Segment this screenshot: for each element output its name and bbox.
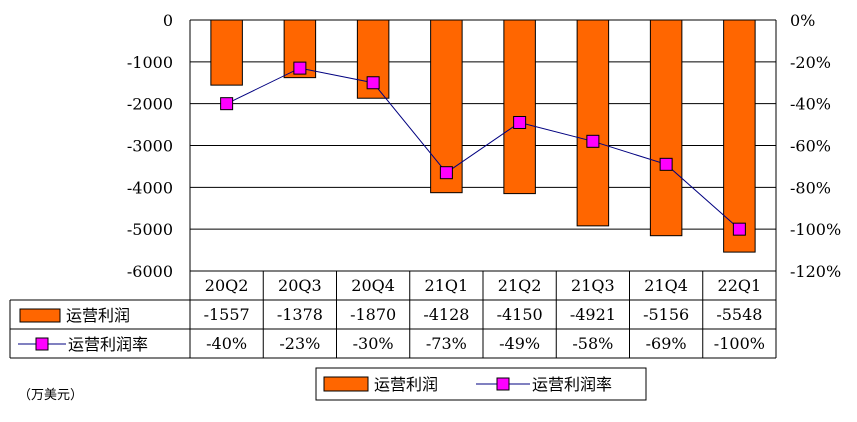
unit-note: （万美元） [18, 388, 83, 403]
left-tick-label: -3000 [127, 137, 173, 156]
right-tick-label: -20% [790, 53, 831, 72]
margin-cell: -58% [572, 334, 613, 353]
profit-cell: -1378 [277, 305, 323, 324]
profit-cell: -5548 [716, 305, 762, 324]
legend-profit-swatch [323, 376, 369, 392]
marker-20Q3 [293, 61, 307, 75]
category-label: 21Q2 [498, 276, 542, 295]
margin-cell: -100% [714, 334, 765, 353]
legend: 运营利润 运营利润率 [315, 367, 647, 401]
margin-cell: -69% [646, 334, 687, 353]
marker-22Q1 [732, 222, 746, 236]
profit-key-swatch [19, 308, 61, 323]
margin-cell: -73% [426, 334, 467, 353]
bar-20Q2 [210, 19, 243, 86]
margin-row-header: 运营利润率 [68, 335, 148, 354]
margin-cell: -30% [353, 334, 394, 353]
margin-key-marker [35, 337, 49, 351]
right-tick-label: -40% [790, 95, 831, 114]
right-axis-tick-labels: 0% -20% -40% -60% -80% -100% -120% [790, 11, 841, 281]
profit-cell: -1870 [350, 305, 396, 324]
marker-20Q2 [220, 97, 234, 111]
profit-row-header: 运营利润 [66, 306, 130, 325]
left-tick-label: -1000 [127, 53, 173, 72]
marker-21Q2 [513, 115, 527, 129]
profit-cell: -4128 [423, 305, 469, 324]
bar-20Q4 [356, 19, 390, 99]
margin-cell: -49% [499, 334, 540, 353]
margin-line [226, 67, 740, 230]
left-tick-label: -2000 [127, 95, 173, 114]
left-tick-label: -4000 [127, 178, 173, 197]
category-label: 21Q3 [571, 276, 615, 295]
right-tick-label: -100% [790, 220, 841, 239]
left-axis-tick-labels: 0 -1000 -2000 -3000 -4000 -5000 -6000 [127, 11, 173, 281]
bar-21Q1 [430, 19, 463, 194]
right-tick-label: 0% [790, 11, 815, 30]
right-tick-label: -60% [790, 137, 831, 156]
category-label: 22Q1 [718, 276, 762, 295]
bar-21Q3 [576, 19, 610, 227]
legend-profit-label: 运营利润 [374, 375, 438, 394]
left-tick-label: -5000 [127, 220, 173, 239]
bar-21Q4 [649, 19, 683, 237]
category-label: 20Q2 [205, 276, 249, 295]
right-tick-label: -80% [790, 178, 831, 197]
marker-21Q3 [586, 134, 600, 148]
legend-margin-marker [496, 377, 510, 391]
profit-cell: -4921 [570, 305, 616, 324]
marker-21Q1 [439, 166, 453, 180]
category-label: 21Q4 [644, 276, 688, 295]
right-tick-label: -120% [790, 262, 841, 281]
category-label: 20Q3 [278, 276, 322, 295]
marker-20Q4 [366, 76, 380, 90]
profit-cell: -5156 [643, 305, 689, 324]
category-label: 20Q4 [351, 276, 395, 295]
left-tick-label: -6000 [127, 262, 173, 281]
bar-22Q1 [723, 19, 756, 253]
margin-cell: -40% [206, 334, 247, 353]
line-series [220, 61, 746, 236]
left-tick-label: 0 [163, 11, 173, 30]
profit-cell: -4150 [497, 305, 543, 324]
category-label: 21Q1 [425, 276, 469, 295]
marker-21Q4 [659, 157, 673, 171]
data-table: 20Q2 -1557 -40% 20Q3 -1378 -23% 20Q4 -1870 -30% 2… [9, 271, 777, 359]
legend-margin-label: 运营利润率 [532, 375, 612, 394]
margin-cell: -23% [279, 334, 320, 353]
profit-cell: -1557 [204, 305, 250, 324]
bar-series [210, 19, 756, 253]
bar-21Q2 [503, 19, 536, 195]
